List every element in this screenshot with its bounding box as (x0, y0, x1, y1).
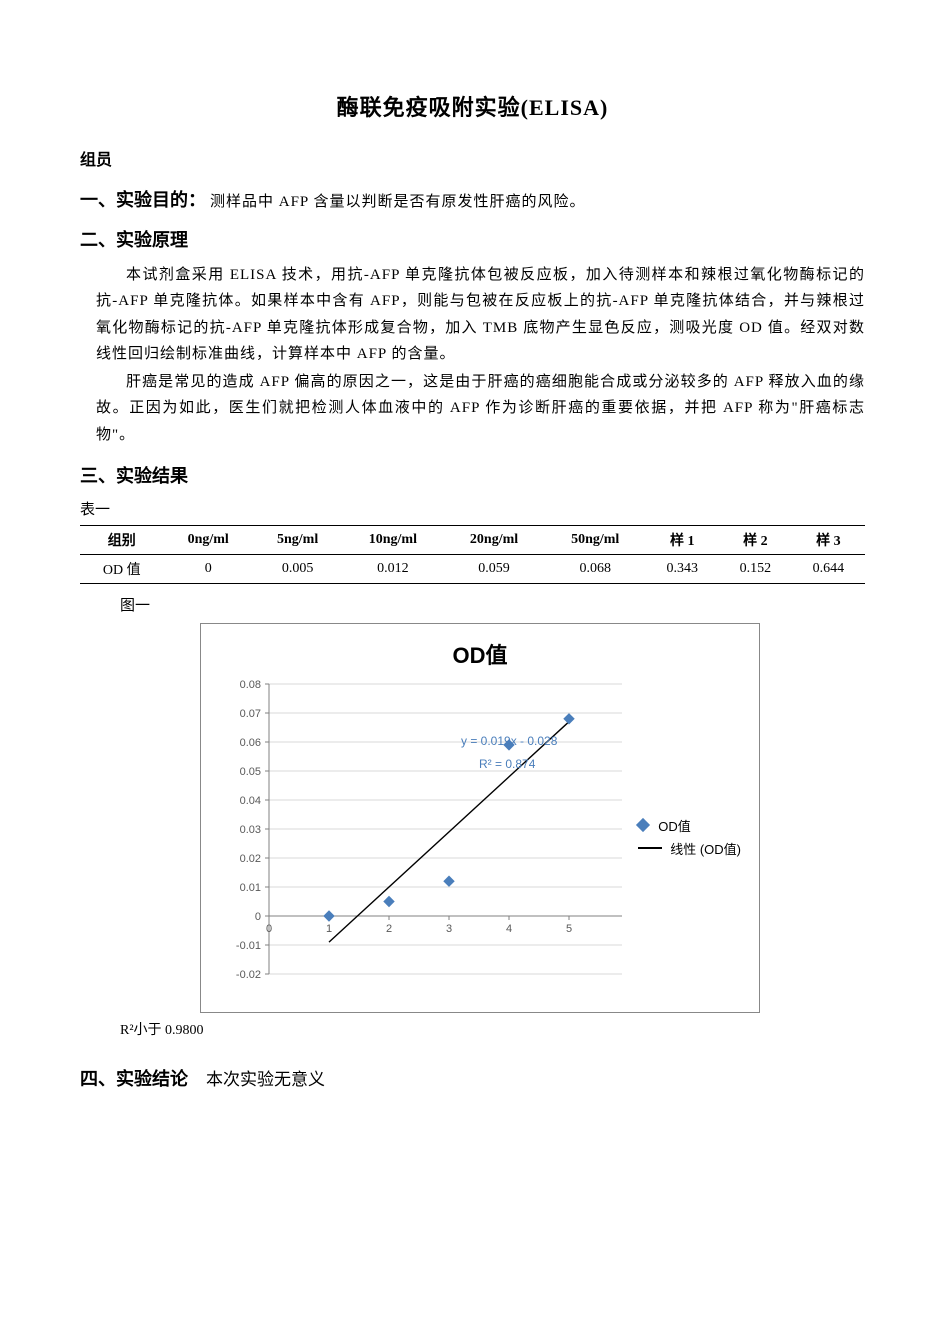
cell-7: 0.644 (792, 554, 865, 583)
legend2-label: 线性 (OD值) (670, 839, 741, 858)
svg-text:0.08: 0.08 (240, 679, 261, 691)
cell-3: 0.059 (443, 554, 544, 583)
chart-legend: OD值 线性 (OD值) (638, 812, 741, 862)
legend1-label: OD值 (658, 816, 691, 835)
svg-text:0.01: 0.01 (240, 882, 261, 894)
section-1: 一、实验目的： 测样品中 AFP 含量以判断是否有原发性肝癌的风险。 (80, 186, 865, 212)
diamond-icon (636, 818, 650, 832)
col-5: 50ng/ml (545, 525, 646, 554)
svg-text:0.06: 0.06 (240, 737, 261, 749)
svg-text:0: 0 (255, 911, 261, 923)
svg-text:3: 3 (446, 923, 452, 935)
table-header-row: 组别 0ng/ml 5ng/ml 10ng/ml 20ng/ml 50ng/ml… (80, 525, 865, 554)
svg-text:1: 1 (326, 923, 332, 935)
legend-series: OD值 (638, 816, 741, 835)
svg-text:0.03: 0.03 (240, 824, 261, 836)
svg-text:-0.02: -0.02 (236, 969, 261, 981)
page-title: 酶联免疫吸附实验(ELISA) (80, 90, 865, 122)
sec2-head: 二、实验原理 (80, 226, 865, 252)
sec2-p1: 本试剂盒采用 ELISA 技术，用抗-AFP 单克隆抗体包被反应板，加入待测样本… (96, 262, 865, 367)
results-table: 组别 0ng/ml 5ng/ml 10ng/ml 20ng/ml 50ng/ml… (80, 525, 865, 584)
cell-1: 0.005 (253, 554, 342, 583)
svg-text:R² = 0.874: R² = 0.874 (479, 757, 536, 771)
cell-0: 0 (164, 554, 253, 583)
cell-4: 0.068 (545, 554, 646, 583)
sec4-head: 四、实验结论 (80, 1065, 188, 1091)
table-label: 表一 (80, 498, 865, 519)
svg-text:-0.01: -0.01 (236, 940, 261, 952)
col-3: 10ng/ml (342, 525, 443, 554)
section-4: 四、实验结论 本次实验无意义 (80, 1065, 865, 1091)
figure-label: 图一 (120, 594, 865, 615)
svg-text:0.07: 0.07 (240, 708, 261, 720)
svg-text:4: 4 (506, 923, 512, 935)
chart-plot: -0.02 -0.01 0 0.01 0.02 0.03 0.04 0.05 0.06 0.07 0… (219, 676, 622, 998)
sec2-p2: 肝癌是常见的造成 AFP 偏高的原因之一，这是由于肝癌的癌细胞能合成或分泌较多的… (96, 369, 865, 448)
members-label: 组员 (80, 146, 865, 170)
chart-footnote: R²小于 0.9800 (120, 1019, 865, 1039)
svg-text:0.04: 0.04 (240, 795, 261, 807)
sec4-body: 本次实验无意义 (206, 1065, 325, 1090)
sec3-head: 三、实验结果 (80, 462, 865, 488)
cell-6: 0.152 (719, 554, 792, 583)
col-2: 5ng/ml (253, 525, 342, 554)
chart-title: OD值 (219, 638, 741, 670)
col-7: 样 2 (719, 525, 792, 554)
row-label: OD 值 (80, 554, 164, 583)
table-row: OD 值 0 0.005 0.012 0.059 0.068 0.343 0.1… (80, 554, 865, 583)
col-0: 组别 (80, 525, 164, 554)
svg-text:0.02: 0.02 (240, 853, 261, 865)
svg-text:0.05: 0.05 (240, 766, 261, 778)
cell-5: 0.343 (646, 554, 719, 583)
col-6: 样 1 (646, 525, 719, 554)
col-8: 样 3 (792, 525, 865, 554)
svg-text:2: 2 (386, 923, 392, 935)
sec1-head: 一、实验目的： (80, 190, 206, 210)
svg-text:5: 5 (566, 923, 572, 935)
line-icon (638, 847, 662, 849)
svg-text:0: 0 (266, 923, 272, 935)
chart-container: OD值 -0.02 -0.01 0 0.01 0.02 0.03 0.04 0.05 0.06 0… (200, 623, 760, 1013)
col-4: 20ng/ml (443, 525, 544, 554)
sec1-body: 测样品中 AFP 含量以判断是否有原发性肝癌的风险。 (210, 194, 585, 210)
cell-2: 0.012 (342, 554, 443, 583)
svg-text:y = 0.019x - 0.028: y = 0.019x - 0.028 (461, 734, 558, 748)
col-1: 0ng/ml (164, 525, 253, 554)
legend-trend: 线性 (OD值) (638, 839, 741, 858)
